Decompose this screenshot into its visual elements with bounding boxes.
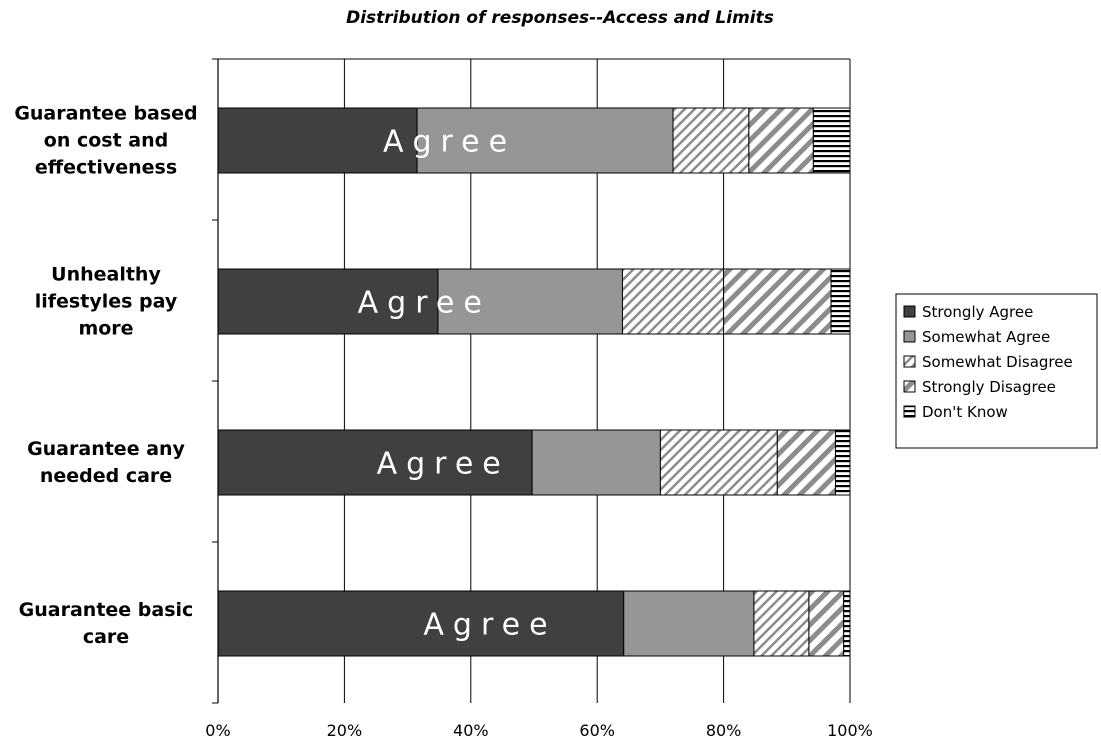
legend-swatch <box>903 355 916 368</box>
legend-label: Don't Know <box>922 403 1008 421</box>
bar-segment <box>672 107 750 174</box>
category-label-line: Guarantee based <box>14 103 197 125</box>
bar-segment <box>776 429 836 496</box>
x-tick-label: 0% <box>205 721 230 740</box>
agree-annotation: Agree <box>423 608 556 643</box>
x-tick-label: 100% <box>827 721 873 740</box>
category-label: Guarantee based on cost and effectiveness <box>14 103 197 179</box>
category-labels: Guarantee based on cost and effectiveness U… <box>14 103 197 649</box>
legend-item: Somewhat Agree <box>903 328 1050 346</box>
bar-segment <box>812 107 851 174</box>
category-label-line: lifestyles pay <box>35 291 178 313</box>
legend-label: Somewhat Agree <box>922 328 1050 346</box>
axes <box>212 58 219 704</box>
category-label-line: effectiveness <box>35 157 177 179</box>
category-label-line: Guarantee any <box>27 438 185 460</box>
legend-item: Somewhat Disagree <box>903 353 1073 371</box>
bar-segment <box>748 107 814 174</box>
legend-swatch <box>903 330 916 343</box>
category-label: Unhealthy lifestyles pay more <box>35 264 178 340</box>
agree-annotation: Agree <box>383 125 516 160</box>
legend-item: Strongly Disagree <box>903 378 1056 396</box>
bar-segment <box>416 107 674 174</box>
legend-item: Strongly Agree <box>903 303 1033 321</box>
bar-segment <box>808 590 845 657</box>
agree-annotation: Agree <box>358 286 491 321</box>
bar-segment <box>217 590 625 657</box>
category-label-line: on cost and <box>44 130 168 152</box>
bar-segment <box>437 268 623 335</box>
x-tick-label: 80% <box>706 721 742 740</box>
x-tick-label: 40% <box>453 721 489 740</box>
bar-segment <box>217 429 533 496</box>
agree-annotation: Agree <box>377 447 510 482</box>
legend-label: Strongly Disagree <box>922 378 1056 396</box>
bar-segment <box>217 268 439 335</box>
legend-item: Don't Know <box>903 403 1008 421</box>
bars: Agree Agree Agree Agree <box>217 107 851 657</box>
category-label-line: care <box>83 626 129 648</box>
chart-title: Distribution of responses--Access and Li… <box>346 8 774 28</box>
bar-segment <box>834 429 851 496</box>
legend-swatch <box>903 380 916 393</box>
category-label: Guarantee any needed care <box>27 438 185 487</box>
category-label-line: Unhealthy <box>51 264 161 286</box>
legend-box <box>895 293 1098 449</box>
category-label-line: needed care <box>40 465 172 487</box>
bar-segment <box>723 268 832 335</box>
x-axis-tick-labels: 0% 20% 40% 60% 80% 100% <box>205 721 873 740</box>
legend: Strongly Agree Somewhat Agree Somewhat Dis… <box>895 293 1098 449</box>
legend-swatch <box>903 405 916 418</box>
bar-segment <box>531 429 661 496</box>
bar-segment <box>621 268 725 335</box>
bar-segment <box>843 590 851 657</box>
x-tick-label: 60% <box>579 721 615 740</box>
x-tick-label: 20% <box>327 721 363 740</box>
category-label: Guarantee basic care <box>19 599 194 648</box>
category-label-line: more <box>78 318 133 340</box>
bar-segment <box>830 268 851 335</box>
bar-segment <box>659 429 778 496</box>
bar-segment <box>623 590 755 657</box>
legend-swatch <box>903 305 916 318</box>
bar-segment <box>753 590 810 657</box>
category-label-line: Guarantee basic <box>19 599 194 621</box>
legend-label: Strongly Agree <box>922 303 1033 321</box>
legend-label: Somewhat Disagree <box>922 353 1073 371</box>
